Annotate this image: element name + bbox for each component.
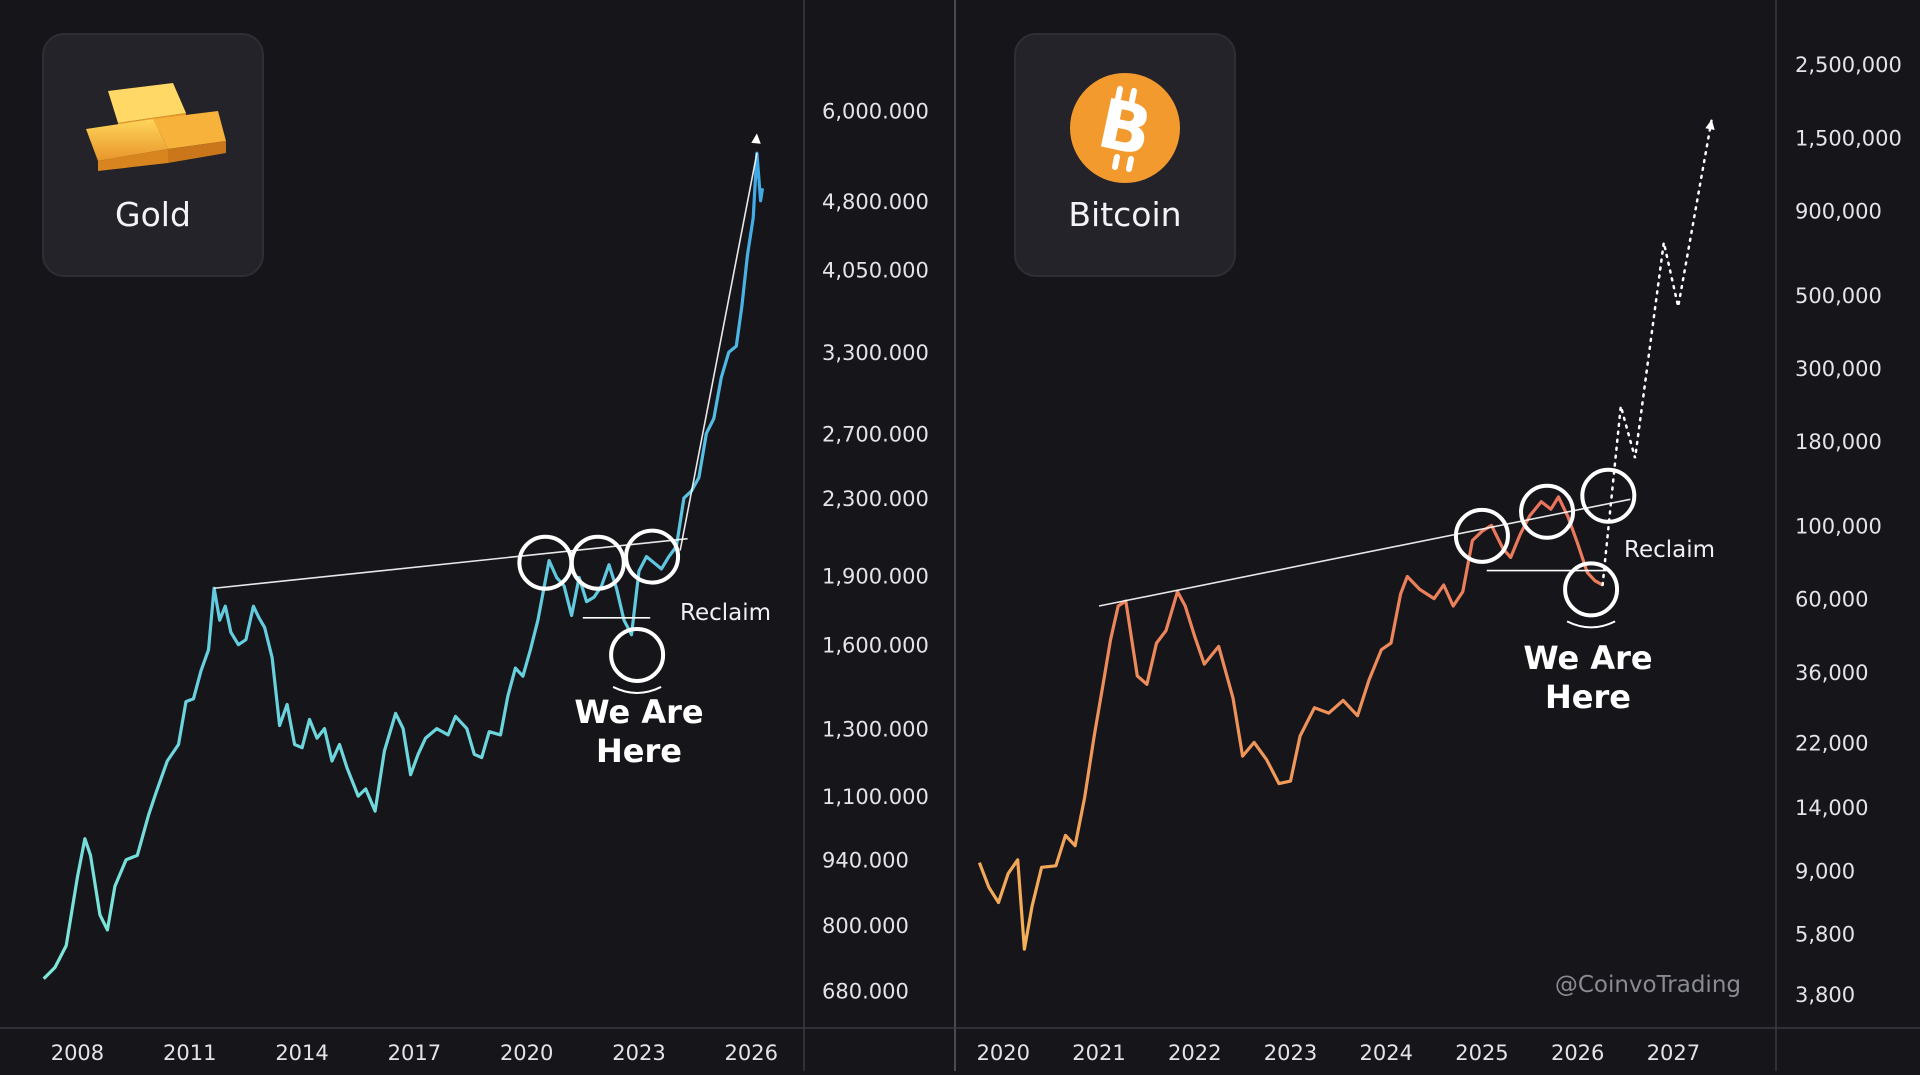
gold-x-tick-label: 2008 bbox=[51, 1041, 104, 1065]
gold-y-tick-label: 1,300.000 bbox=[822, 718, 929, 742]
gold-y-tick-label: 680.000 bbox=[822, 980, 909, 1004]
gold-card: Gold bbox=[42, 33, 264, 277]
btc-circle-marker bbox=[1580, 467, 1637, 524]
gold-circle-marker bbox=[569, 534, 626, 591]
watermark: @CoinvoTrading bbox=[1555, 972, 1741, 998]
gold-bars-icon bbox=[44, 71, 262, 175]
btc-y-tick-label: 100,000 bbox=[1795, 514, 1882, 538]
gold-circle-marker bbox=[624, 528, 681, 585]
gold-y-tick-label: 4,800.000 bbox=[822, 190, 929, 214]
btc-x-tick-label: 2023 bbox=[1264, 1041, 1317, 1065]
gold-card-title: Gold bbox=[115, 195, 191, 234]
gold-y-tick-label: 4,050.000 bbox=[822, 258, 929, 282]
btc-y-tick-label: 2,500,000 bbox=[1795, 53, 1902, 77]
btc-y-tick-label: 22,000 bbox=[1795, 731, 1868, 755]
gold-y-tick-label: 1,100.000 bbox=[822, 785, 929, 809]
gold-x-tick-label: 2014 bbox=[275, 1041, 328, 1065]
gold-x-tick-label: 2020 bbox=[500, 1041, 553, 1065]
btc-reclaim-label: Reclaim bbox=[1624, 537, 1715, 563]
btc-y-tick-label: 300,000 bbox=[1795, 357, 1882, 381]
gold-y-tick-label: 1,600.000 bbox=[822, 634, 929, 658]
btc-y-tick-label: 36,000 bbox=[1795, 661, 1868, 685]
btc-y-tick-label: 5,800 bbox=[1795, 922, 1855, 946]
btc-here-label-line1: We Are bbox=[1523, 639, 1652, 677]
gold-y-tick-label: 2,700.000 bbox=[822, 422, 929, 446]
btc-price-line bbox=[977, 495, 1604, 951]
btc-here-circle-underline bbox=[1566, 620, 1616, 629]
gold-reclaim-label: Reclaim bbox=[680, 600, 771, 626]
gold-y-tick-label: 940.000 bbox=[822, 849, 909, 873]
gold-here-circle-underline bbox=[612, 686, 662, 694]
btc-y-tick-label: 14,000 bbox=[1795, 796, 1868, 820]
btc-y-tick-label: 9,000 bbox=[1795, 859, 1855, 883]
gold-x-tick-label: 2017 bbox=[388, 1041, 441, 1065]
gold-y-tick-label: 6,000.000 bbox=[822, 100, 929, 124]
btc-x-tick-label: 2025 bbox=[1455, 1041, 1508, 1065]
gold-y-tick-label: 1,900.000 bbox=[822, 564, 929, 588]
btc-y-tick-label: 500,000 bbox=[1795, 284, 1882, 308]
bitcoin-card-title: Bitcoin bbox=[1068, 195, 1182, 234]
gold-x-tick-label: 2023 bbox=[612, 1041, 665, 1065]
gold-x-tick-label: 2011 bbox=[163, 1041, 216, 1065]
gold-y-tick-label: 800.000 bbox=[822, 914, 909, 938]
gold-y-tick-label: 3,300.000 bbox=[822, 341, 929, 365]
btc-x-tick-label: 2021 bbox=[1072, 1041, 1125, 1065]
btc-x-tick-label: 2024 bbox=[1359, 1041, 1412, 1065]
bitcoin-card: B Bitcoin bbox=[1014, 33, 1236, 277]
btc-x-tick-label: 2027 bbox=[1647, 1041, 1700, 1065]
btc-y-tick-label: 3,800 bbox=[1795, 983, 1855, 1007]
gold-here-circle bbox=[609, 626, 666, 683]
btc-y-tick-label: 60,000 bbox=[1795, 588, 1868, 612]
btc-projection-arrow bbox=[1705, 119, 1715, 130]
btc-x-tick-label: 2020 bbox=[977, 1041, 1030, 1065]
gold-breakout-line bbox=[679, 153, 758, 551]
btc-y-tick-label: 900,000 bbox=[1795, 200, 1882, 224]
btc-circle-marker bbox=[1453, 507, 1510, 564]
gold-here-label-line1: We Are bbox=[574, 693, 703, 731]
btc-x-tick-label: 2026 bbox=[1551, 1041, 1604, 1065]
btc-x-tick-label: 2022 bbox=[1168, 1041, 1221, 1065]
btc-y-tick-label: 180,000 bbox=[1795, 430, 1882, 454]
gold-y-tick-label: 2,300.000 bbox=[822, 487, 929, 511]
gold-here-label-line2: Here bbox=[596, 732, 682, 770]
btc-resistance-trendline bbox=[1098, 498, 1631, 607]
btc-here-label-line2: Here bbox=[1545, 678, 1631, 716]
bitcoin-icon: B bbox=[1016, 71, 1234, 189]
btc-y-tick-label: 1,500,000 bbox=[1795, 126, 1902, 150]
gold-price-line bbox=[42, 151, 765, 980]
btc-here-circle bbox=[1563, 561, 1620, 618]
gold-resistance-trendline bbox=[213, 537, 688, 590]
gold-breakout-arrow bbox=[751, 133, 761, 144]
btc-circle-marker bbox=[1519, 483, 1576, 540]
gold-x-tick-label: 2026 bbox=[725, 1041, 778, 1065]
btc-projection-line bbox=[1601, 118, 1713, 587]
